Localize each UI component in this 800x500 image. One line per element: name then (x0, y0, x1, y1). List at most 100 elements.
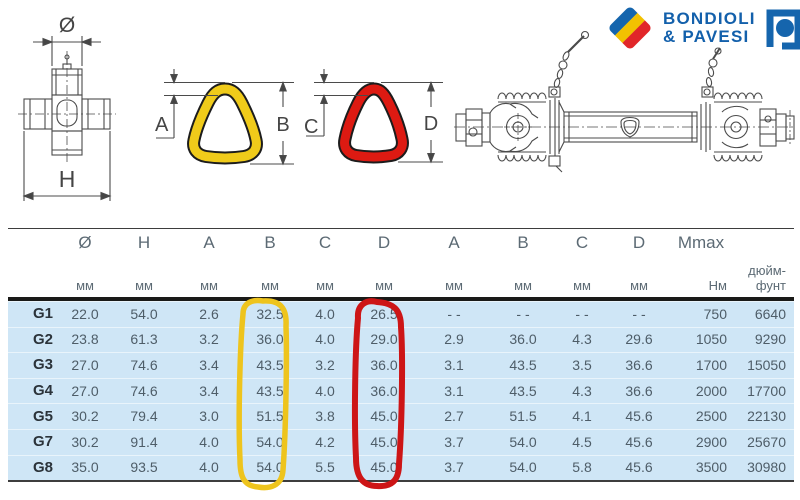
inner-tube-size-label: D (424, 113, 438, 135)
cell-g7-3: 54.0 (256, 433, 284, 450)
cell-g1-9: - - (632, 305, 646, 322)
cell-g5-2: 3.0 (199, 408, 219, 425)
brand-name-line2: & PAVESI (663, 27, 750, 46)
inner-tube-wall-label: C (304, 116, 318, 138)
cell-g7-4: 4.2 (315, 433, 335, 450)
unit-label-10: Нм (708, 278, 727, 294)
unit-label-1: мм (135, 278, 153, 294)
table-row-g1: G1 22.0 54.0 2.6 32.5 4.0 26.5 - - - - - - - - 750 6… (8, 301, 794, 327)
brand-name: BONDIOLI & PAVESI (663, 10, 756, 46)
cell-g3-5: 36.0 (370, 356, 398, 373)
cell-g4-3: 43.5 (256, 382, 284, 399)
column-header-2: A (203, 233, 215, 252)
cell-g5-1: 79.4 (130, 408, 158, 425)
cell-g1-2: 2.6 (199, 305, 219, 322)
cell-g7-2: 4.0 (199, 433, 219, 450)
row-label: G1 (33, 305, 54, 323)
cell-g1-10: 750 (703, 305, 727, 322)
cell-g1-7: - - (516, 305, 530, 322)
cell-g4-10: 2000 (695, 382, 727, 399)
column-header-1: H (137, 233, 151, 252)
outer-tube-profile-drawing: A B (155, 69, 294, 166)
cell-g5-4: 3.8 (315, 408, 335, 425)
row-label: G3 (33, 356, 54, 374)
column-header-6: A (448, 233, 460, 252)
table-body: G1 22.0 54.0 2.6 32.5 4.0 26.5 - - - - - - - - 750 6… (8, 301, 794, 481)
column-header-9: D (632, 233, 646, 252)
cell-g8-11: 30980 (747, 459, 786, 476)
cell-g4-6: 3.1 (444, 382, 464, 399)
cell-g5-7: 51.5 (509, 408, 537, 425)
cell-g5-6: 2.7 (444, 408, 464, 425)
bp-monogram-icon (766, 9, 800, 50)
table-dim-header-row: Ø H A B C D A B C D Mmax (8, 229, 794, 257)
cell-g7-6: 3.7 (444, 433, 464, 450)
cell-g3-2: 3.4 (199, 356, 219, 373)
cell-g7-8: 4.5 (572, 433, 592, 450)
row-label: G7 (33, 433, 54, 451)
spec-table: Ø H A B C D A B C D Mmax мм мм мм мм мм мм мм мм мм мм Нм дюй… (8, 228, 794, 483)
row-label: G2 (33, 330, 54, 348)
cell-g8-7: 54.0 (509, 459, 537, 476)
cell-g2-3: 36.0 (256, 331, 284, 348)
cell-g3-6: 3.1 (444, 356, 464, 373)
cell-g1-4: 4.0 (315, 305, 335, 322)
cell-g3-8: 3.5 (572, 356, 592, 373)
table-row-g2: G2 23.8 61.3 3.2 36.0 4.0 29.0 2.9 36.0 4.3 29.6 10… (8, 326, 794, 353)
column-header-5: D (377, 233, 391, 252)
unit-label-3: мм (261, 278, 279, 294)
table-row-g8: G8 35.0 93.5 4.0 54.0 5.5 45.0 3.7 54.0 5.8 45.6 35… (8, 454, 794, 481)
cell-g5-5: 45.0 (370, 408, 398, 425)
cell-g2-9: 29.6 (625, 331, 653, 348)
cell-g5-10: 2500 (695, 408, 727, 425)
cell-g7-10: 2900 (695, 433, 727, 450)
cell-g1-11: 6640 (754, 305, 786, 322)
cell-g3-7: 43.5 (509, 356, 537, 373)
cell-g3-11: 15050 (747, 356, 786, 373)
unit-label-7: мм (514, 278, 532, 294)
cell-g8-0: 35.0 (71, 459, 99, 476)
inner-tube-wall (340, 84, 407, 162)
cell-g8-2: 4.0 (199, 459, 219, 476)
cell-g1-6: - - (447, 305, 461, 322)
cell-g1-8: - - (575, 305, 589, 322)
column-header-mmax: Mmax (677, 233, 725, 252)
cell-g1-1: 54.0 (130, 305, 158, 322)
column-header-7: B (517, 233, 529, 252)
column-header-8: C (575, 233, 589, 252)
unit-label-8: мм (573, 278, 591, 294)
cell-g3-10: 1700 (695, 356, 727, 373)
cell-g3-4: 3.2 (315, 356, 335, 373)
cell-g2-11: 9290 (754, 331, 786, 348)
table-row-g4: G4 27.0 74.6 3.4 43.5 4.0 36.0 3.1 43.5 4.3 36.6 20… (8, 377, 794, 404)
cell-g8-10: 3500 (695, 459, 727, 476)
table-row-g5: G5 30.2 79.4 3.0 51.5 3.8 45.0 2.7 51.5 4.1 45.6 25… (8, 403, 794, 429)
cell-g8-4: 5.5 (315, 459, 335, 476)
table-row-g7: G7 30.2 91.4 4.0 54.0 4.2 45.0 3.7 54.0 4.5 45.6 29… (8, 428, 794, 455)
cross-height-label: H (59, 166, 76, 192)
cell-g7-0: 30.2 (71, 433, 99, 450)
unit-label-9: мм (630, 278, 648, 294)
cell-g4-7: 43.5 (509, 382, 537, 399)
cell-g5-3: 51.5 (256, 408, 284, 425)
cell-g7-9: 45.6 (625, 433, 653, 450)
pto-shaft-drawing (454, 30, 795, 173)
inner-tube-profile-drawing: C D (304, 69, 443, 164)
cell-g2-6: 2.9 (444, 331, 464, 348)
row-label: G5 (33, 407, 54, 425)
cell-g2-5: 29.0 (370, 331, 398, 348)
cell-g5-9: 45.6 (625, 408, 653, 425)
row-label: G8 (33, 458, 54, 476)
cell-g7-1: 91.4 (130, 433, 158, 450)
cell-g8-9: 45.6 (625, 459, 653, 476)
unit-label-0: мм (76, 278, 94, 294)
cell-g4-0: 27.0 (71, 382, 99, 399)
outer-tube-wall (189, 84, 261, 163)
brand-logo: BONDIOLI & PAVESI (606, 4, 800, 52)
cell-g8-3: 54.0 (256, 459, 284, 476)
cell-g4-5: 36.0 (370, 382, 398, 399)
column-header-4: C (318, 233, 332, 252)
cell-g2-1: 61.3 (130, 331, 158, 348)
column-header-0: Ø (78, 233, 92, 252)
cell-g1-3: 32.5 (256, 305, 284, 322)
